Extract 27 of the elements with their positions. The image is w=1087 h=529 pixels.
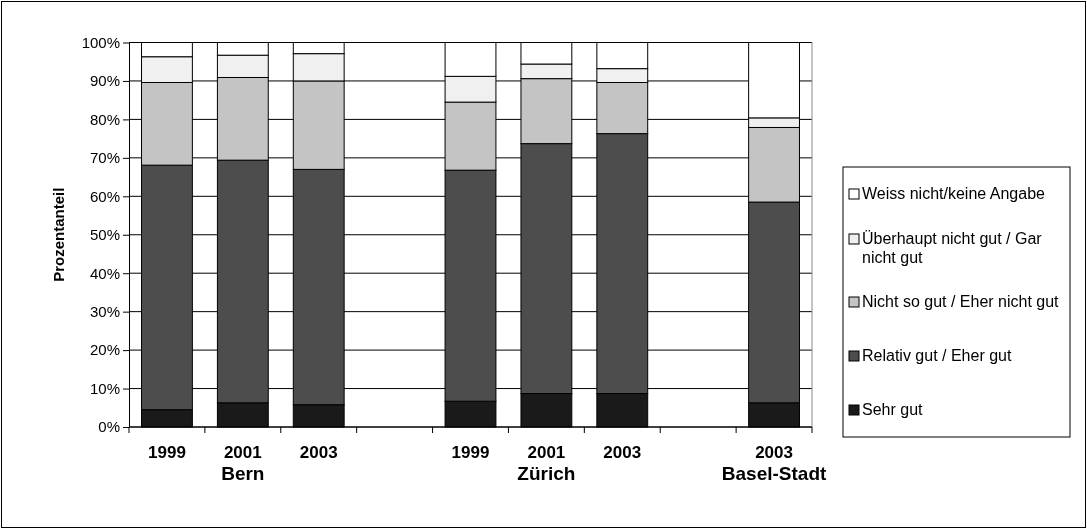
y-tick-label: 40% — [89, 264, 120, 282]
y-axis-title: Prozentanteil — [50, 187, 67, 282]
y-tick-label: 80% — [89, 110, 120, 128]
y-tick-label: 10% — [89, 379, 120, 397]
legend-label: Weiss nicht/keine Angabe — [862, 185, 1046, 202]
y-tick-label: 90% — [89, 72, 120, 90]
text: Bern — [221, 463, 265, 484]
legend-label: Sehr gut — [862, 401, 924, 418]
y-tick-label: 30% — [89, 302, 120, 320]
x-tick-label: 2003 — [603, 443, 642, 462]
y-tick-label: 20% — [89, 341, 120, 359]
y-tick-label: 50% — [89, 226, 120, 244]
x-tick-label: 1999 — [451, 443, 490, 462]
y-tick-label: 0% — [98, 418, 120, 436]
x-tick-label: 2001 — [527, 443, 566, 462]
text: Basel-Stadt — [721, 463, 827, 484]
y-tick-label: 70% — [89, 149, 120, 167]
x-tick-label: 2003 — [755, 443, 793, 462]
legend-label: Relativ gut / Eher gut — [862, 347, 1012, 364]
y-tick-label: 100% — [81, 33, 120, 51]
legend-label: Nicht so gut / Eher nicht gut — [862, 293, 1060, 310]
x-tick-label: 2001 — [223, 443, 262, 462]
legend-label: Überhaupt nicht gut / Gar nicht gut — [862, 230, 1043, 266]
y-tick-label: 60% — [89, 187, 120, 205]
x-tick-label: 1999 — [148, 443, 186, 462]
x-tick-label: 2003 — [299, 443, 338, 462]
text: Zürich — [517, 463, 576, 484]
